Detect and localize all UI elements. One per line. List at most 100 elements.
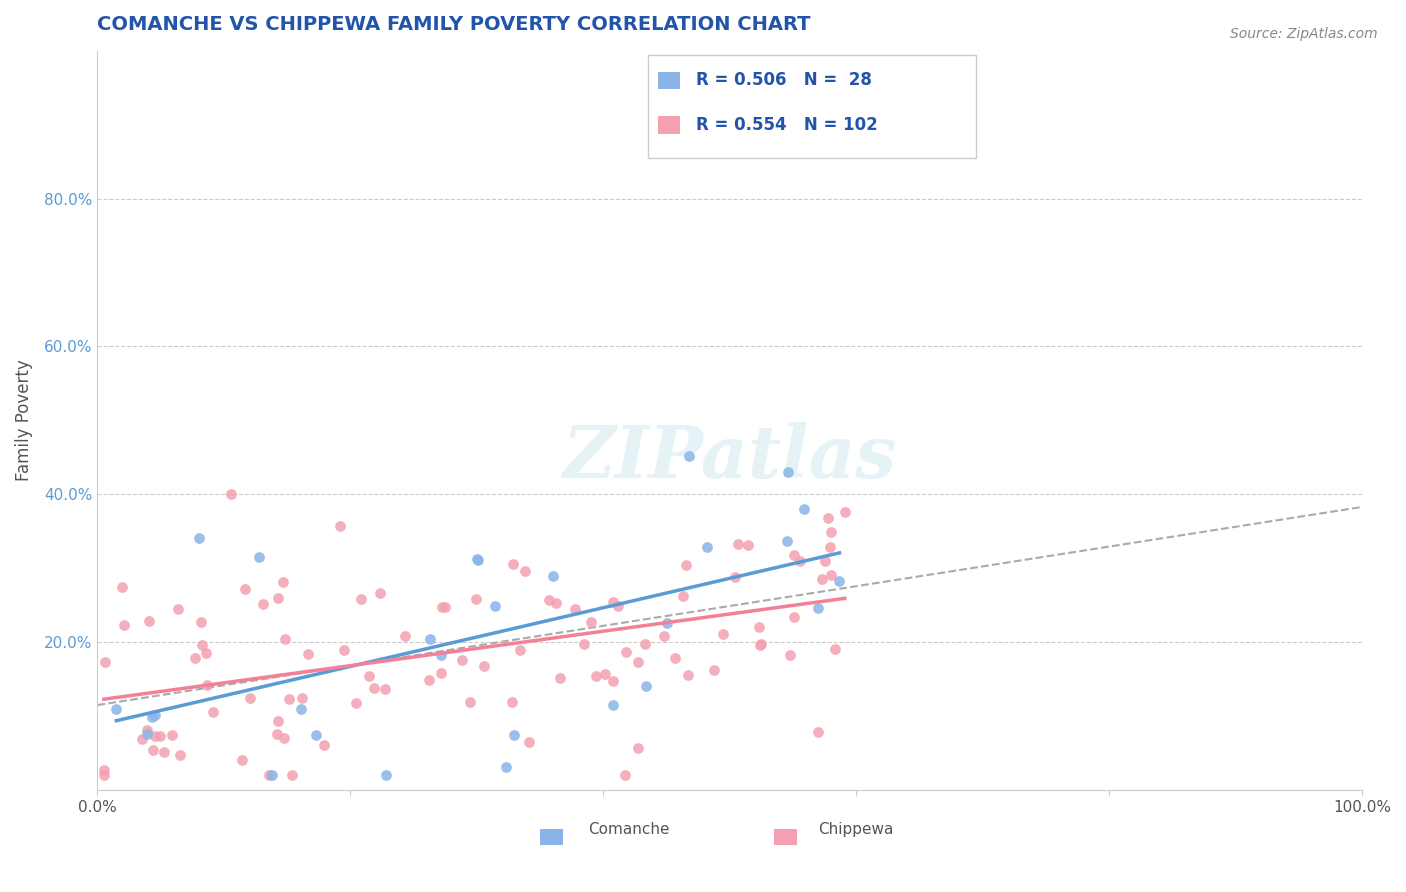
- Point: [749, 637, 772, 651]
- Point: [131, 732, 153, 747]
- Point: [297, 647, 319, 661]
- Point: [274, 632, 297, 647]
- Text: Comanche: Comanche: [588, 822, 669, 838]
- Point: [291, 691, 314, 706]
- Point: [546, 597, 568, 611]
- Point: [614, 645, 637, 659]
- Point: [167, 602, 190, 616]
- Text: ZIPatlas: ZIPatlas: [562, 422, 897, 492]
- Point: [727, 537, 749, 551]
- Point: [135, 723, 157, 738]
- FancyBboxPatch shape: [658, 116, 681, 134]
- Point: [811, 572, 834, 586]
- FancyBboxPatch shape: [658, 72, 681, 89]
- Point: [290, 702, 312, 716]
- Point: [233, 582, 256, 596]
- Point: [538, 593, 561, 607]
- Point: [93, 655, 115, 669]
- Point: [141, 710, 163, 724]
- Point: [190, 615, 212, 629]
- Point: [332, 643, 354, 657]
- Point: [465, 592, 488, 607]
- Point: [149, 729, 172, 743]
- Point: [259, 768, 281, 782]
- Point: [749, 638, 772, 652]
- Point: [247, 550, 270, 565]
- Point: [239, 691, 262, 706]
- Point: [136, 727, 159, 741]
- FancyBboxPatch shape: [540, 829, 562, 846]
- Point: [579, 615, 602, 629]
- Point: [793, 501, 815, 516]
- Point: [278, 691, 301, 706]
- Point: [675, 558, 697, 573]
- FancyBboxPatch shape: [648, 54, 976, 158]
- Point: [370, 586, 392, 600]
- Point: [434, 600, 457, 615]
- Point: [187, 532, 209, 546]
- FancyBboxPatch shape: [773, 829, 797, 846]
- Point: [676, 668, 699, 682]
- Point: [145, 707, 167, 722]
- Point: [169, 747, 191, 762]
- Point: [430, 599, 453, 614]
- Point: [783, 610, 806, 624]
- Point: [484, 599, 506, 614]
- Point: [112, 617, 135, 632]
- Point: [678, 449, 700, 463]
- Point: [153, 745, 176, 759]
- Point: [281, 768, 304, 782]
- Point: [548, 671, 571, 685]
- Point: [262, 768, 284, 782]
- Point: [419, 632, 441, 646]
- Point: [105, 702, 128, 716]
- Point: [142, 743, 165, 757]
- Point: [806, 725, 828, 739]
- Point: [834, 505, 856, 519]
- Point: [201, 705, 224, 719]
- Point: [824, 642, 846, 657]
- Point: [602, 595, 624, 609]
- Y-axis label: Family Poverty: Family Poverty: [15, 359, 32, 481]
- Point: [374, 681, 396, 696]
- Point: [467, 553, 489, 567]
- Point: [820, 524, 842, 539]
- Point: [711, 627, 734, 641]
- Point: [723, 570, 745, 584]
- Point: [515, 564, 537, 578]
- Point: [266, 726, 288, 740]
- Point: [138, 614, 160, 628]
- Point: [585, 669, 607, 683]
- Point: [312, 738, 335, 752]
- Point: [191, 638, 214, 652]
- Point: [394, 629, 416, 643]
- Point: [501, 695, 523, 709]
- Text: COMANCHE VS CHIPPEWA FAMILY POVERTY CORRELATION CHART: COMANCHE VS CHIPPEWA FAMILY POVERTY CORR…: [97, 15, 811, 34]
- Point: [502, 557, 524, 571]
- Text: Source: ZipAtlas.com: Source: ZipAtlas.com: [1230, 27, 1378, 41]
- Point: [197, 677, 219, 691]
- Point: [828, 574, 851, 589]
- Point: [748, 619, 770, 633]
- Point: [465, 551, 488, 566]
- Point: [564, 601, 586, 615]
- Point: [509, 642, 531, 657]
- Point: [472, 658, 495, 673]
- Point: [636, 679, 658, 693]
- Point: [574, 637, 596, 651]
- Point: [634, 637, 657, 651]
- Point: [329, 519, 352, 533]
- Text: R = 0.506   N =  28: R = 0.506 N = 28: [696, 71, 872, 89]
- Point: [627, 740, 650, 755]
- Point: [359, 669, 381, 683]
- Point: [273, 731, 295, 745]
- Point: [350, 591, 373, 606]
- Point: [231, 753, 253, 767]
- Text: Chippewa: Chippewa: [818, 822, 894, 838]
- Point: [418, 673, 440, 688]
- Point: [541, 568, 564, 582]
- Point: [627, 656, 650, 670]
- Point: [672, 589, 695, 603]
- Text: R = 0.554   N = 102: R = 0.554 N = 102: [696, 116, 877, 134]
- Point: [595, 667, 617, 681]
